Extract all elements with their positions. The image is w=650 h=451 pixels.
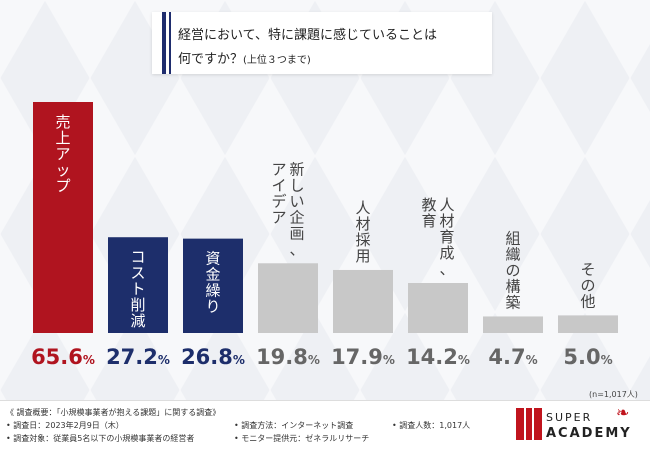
bar-4 xyxy=(258,263,318,333)
category-label-char: 新 xyxy=(289,160,304,178)
value-label-7: 4.7% xyxy=(488,345,537,369)
category-label-char: 材 xyxy=(439,212,454,230)
bar-3 xyxy=(183,238,243,333)
category-label-char: 教 xyxy=(421,196,436,214)
value-label-3: 26.8% xyxy=(181,345,245,369)
survey-summary-heading: 《 調査概要：「小規模事業者が抱える課題」に関する調査》 xyxy=(6,408,221,417)
category-label-char: ア xyxy=(271,208,286,226)
category-label-char: 売 xyxy=(55,113,70,131)
chart-title-line2: 何ですか？(上位３つまで) xyxy=(178,48,311,67)
category-label-char: 育 xyxy=(439,228,454,246)
survey-provider: • モニター提供元：ゼネラルリサーチ xyxy=(234,434,370,443)
category-label-char: の xyxy=(580,276,595,294)
category-label-char: 育 xyxy=(421,212,436,230)
bar-2 xyxy=(108,237,168,333)
category-label-char: し xyxy=(289,176,304,194)
category-label-char: ッ xyxy=(55,161,70,179)
title-accent-bar-thin xyxy=(169,12,171,74)
category-label-char: 企 xyxy=(289,208,304,226)
category-label-char: 組 xyxy=(505,229,520,247)
category-label-char: 材 xyxy=(355,215,370,233)
category-label-char: ス xyxy=(130,264,145,282)
bar-5 xyxy=(333,269,393,333)
sample-size-note: (n=1,017人) xyxy=(589,390,638,399)
value-label-8: 5.0% xyxy=(563,345,612,369)
logo-text-super: SUPER xyxy=(546,411,593,424)
category-label-char: プ xyxy=(55,177,70,195)
category-label-char: 人 xyxy=(439,196,454,214)
bar-7 xyxy=(483,316,543,333)
category-label-char: い xyxy=(289,192,304,210)
title-accent-bar xyxy=(162,12,166,74)
category-label-char: 減 xyxy=(130,312,145,330)
category-label-char: ト xyxy=(130,280,145,298)
category-label-char: 削 xyxy=(130,296,145,314)
logo-feather-icon: ❧ xyxy=(616,403,630,422)
category-label-char: ア xyxy=(55,145,70,163)
category-label-char: 上 xyxy=(55,129,70,147)
category-label-char: 築 xyxy=(505,293,520,311)
category-label-char: 人 xyxy=(355,199,370,217)
category-label-char: 構 xyxy=(505,277,520,295)
category-label-char: イ xyxy=(271,176,286,194)
chart-title-box: 経営において、特に課題に感じていることは 何ですか？(上位３つまで) xyxy=(152,12,492,74)
survey-count: • 調査人数：1,017人 xyxy=(392,421,471,430)
chart-title-question: 何ですか？ xyxy=(178,52,244,67)
value-label-6: 14.2% xyxy=(406,345,470,369)
category-label-char: り xyxy=(205,298,220,316)
category-label-char: 、 xyxy=(289,240,304,258)
category-label-char: 織 xyxy=(505,245,520,263)
chart-title-line1: 経営において、特に課題に感じていることは xyxy=(178,28,437,43)
category-label-char: 、 xyxy=(439,260,454,278)
category-label-char: の xyxy=(505,261,520,279)
category-label-8: その他 xyxy=(580,260,595,310)
category-label-char: 採 xyxy=(355,231,370,249)
bar-8 xyxy=(558,315,618,333)
survey-target: • 調査対象：従業員5名以下の小規模事業者の経営者 xyxy=(6,434,195,443)
value-label-4: 19.8% xyxy=(256,345,320,369)
category-label-char: そ xyxy=(580,260,595,278)
category-label-char: コ xyxy=(130,248,145,266)
value-label-1: 65.6% xyxy=(31,345,95,369)
category-label-char: 繰 xyxy=(205,282,220,300)
category-label-char: 用 xyxy=(355,247,370,265)
bar-1 xyxy=(33,102,93,333)
logo-icon xyxy=(516,408,542,440)
value-label-5: 17.9% xyxy=(331,345,395,369)
survey-method: • 調査方法：インターネット調査 xyxy=(234,421,354,430)
category-label-char: 成 xyxy=(439,244,454,262)
category-label-char: 資 xyxy=(205,250,220,268)
category-label-char: ア xyxy=(271,160,286,178)
logo-text-academy: ACADEMY xyxy=(546,426,632,441)
category-label-char: 画 xyxy=(289,224,304,242)
bar-6 xyxy=(408,282,468,333)
bar-chart: 65.6%売上アップ27.2%コスト削減26.8%資金繰り19.8%新しい企画、… xyxy=(31,102,618,369)
category-label-char: 他 xyxy=(580,292,595,310)
category-label-char: デ xyxy=(271,192,286,210)
category-label-char: 金 xyxy=(205,266,220,284)
value-label-2: 27.2% xyxy=(106,345,170,369)
chart-title-note: (上位３つまで) xyxy=(243,55,311,66)
survey-date: • 調査日：2023年2月9日（木） xyxy=(6,421,124,430)
